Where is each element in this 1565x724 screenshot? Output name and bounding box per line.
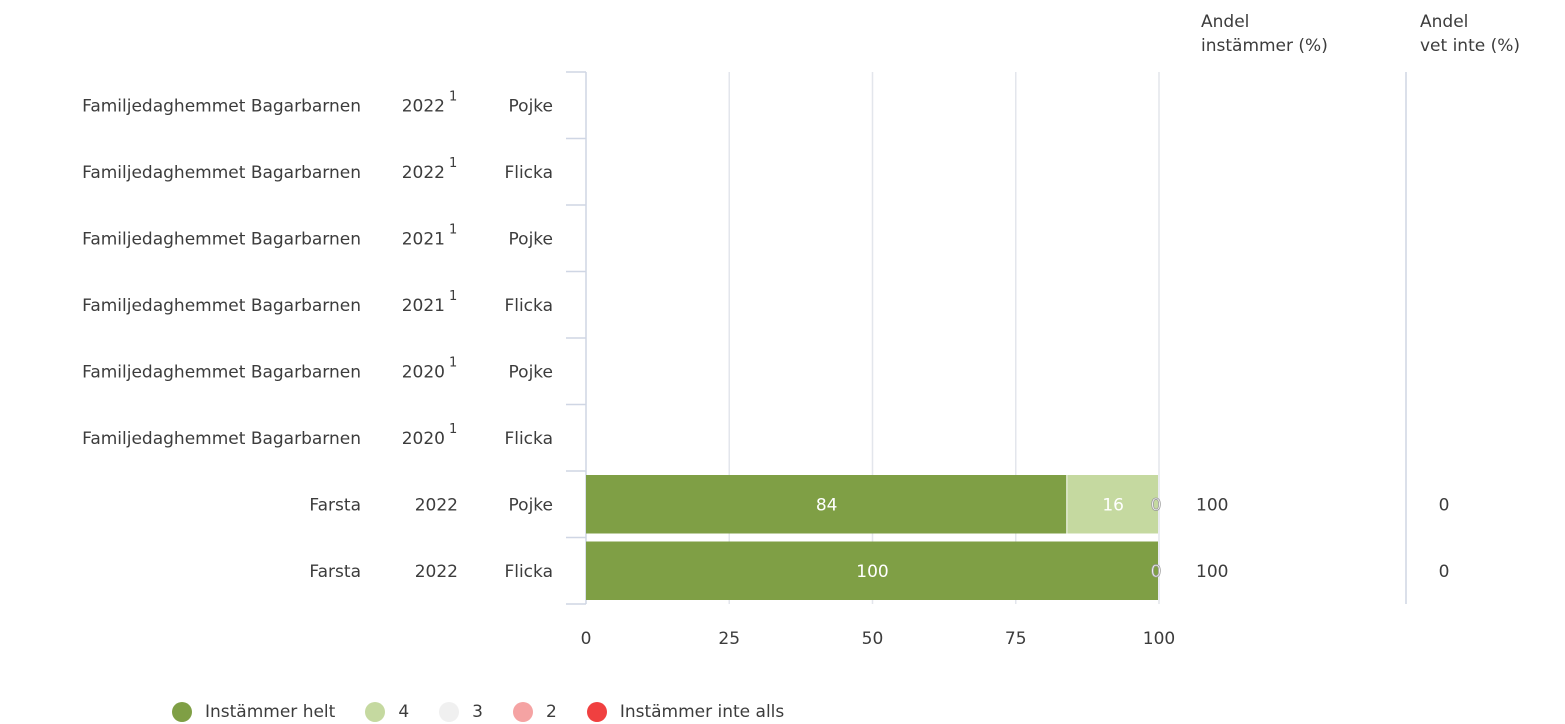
row-label-year: 2022 [402,163,445,183]
bar-zero-label: 0 [1151,562,1162,582]
row-label-gender: Pojke [509,229,553,249]
legend-item-4[interactable]: 4 [365,702,409,722]
share-agree-value: 100 [1196,562,1228,582]
legend-item-instammer-helt[interactable]: Instämmer helt [172,702,335,722]
row-label-footnote: 1 [449,156,457,171]
header-share-agree-line2: instämmer (%) [1201,36,1328,56]
row-label-year: 2020 [402,429,445,449]
x-tick-label-50: 50 [862,629,884,649]
bar-segment-0 [586,541,1158,600]
row-label-unit: Familjedaghemmet Bagarbarnen [82,362,361,382]
legend: Instämmer helt 4 3 2 Instämmer inte alls [172,700,814,724]
row-label-year: 2022 [402,96,445,116]
row-label-gender: Flicka [504,163,553,183]
legend-label-instammer-inte-alls: Instämmer inte alls [619,702,785,722]
row-label-gender: Pojke [509,96,553,116]
row-label-footnote: 1 [449,222,457,237]
row-label-gender: Pojke [509,362,553,382]
bar-segment-0 [586,475,1067,534]
legend-item-2[interactable]: 2 [512,702,557,722]
row-label-unit: Familjedaghemmet Bagarbarnen [82,96,361,116]
row-label-year: 2022 [415,495,458,515]
legend-item-3[interactable]: 3 [439,702,483,722]
x-tick-label-0: 0 [581,629,592,649]
legend-item-instammer-inte-alls[interactable]: Instämmer inte alls [586,702,785,722]
header-share-dont-know-line1: Andel [1420,12,1469,32]
row-label-gender: Flicka [504,296,553,316]
header-share-dont-know-line2: vet inte (%) [1420,36,1521,56]
legend-label-2: 2 [545,702,557,722]
row-label-year: 2021 [402,296,445,316]
legend-swatch-4 [365,702,386,722]
row-label-gender: Pojke [509,495,553,515]
row-label-footnote: 1 [449,89,457,104]
bar-value-label: 16 [1102,495,1124,515]
bar-segment-1 [1067,475,1158,534]
row-label-year: 2021 [402,229,445,249]
x-tick-label-75: 75 [1005,629,1027,649]
row-label-year: 2020 [402,362,445,382]
legend-label-3: 3 [472,702,483,722]
header-share-agree-line1: Andel [1201,12,1250,32]
row-label-footnote: 1 [449,355,457,370]
share-dont-know-value: 0 [1439,562,1450,582]
row-label-unit: Familjedaghemmet Bagarbarnen [82,429,361,449]
legend-label-instammer-helt: Instämmer helt [205,702,336,722]
row-label-footnote: 1 [449,422,457,437]
row-label-unit: Familjedaghemmet Bagarbarnen [82,163,361,183]
bar-value-label: 100 [856,562,888,582]
header-share-agree: Andel instämmer (%) [1201,10,1328,58]
row-label-year: 2022 [415,562,458,582]
legend-swatch-instammer-inte-alls [586,702,607,722]
bar-value-label: 84 [816,495,838,515]
legend-swatch-2 [512,702,533,722]
share-agree-value: 100 [1196,495,1228,515]
row-label-unit: Familjedaghemmet Bagarbarnen [82,229,361,249]
legend-label-4: 4 [398,702,410,722]
bar-zero-label: 0 [1151,495,1162,515]
row-label-gender: Flicka [504,562,553,582]
row-label-unit: Farsta [309,562,361,582]
row-label-unit: Farsta [309,495,361,515]
x-tick-label-25: 25 [718,629,740,649]
share-dont-know-value: 0 [1439,495,1450,515]
legend-swatch-instammer-helt [172,702,192,722]
row-label-gender: Flicka [504,429,553,449]
row-label-footnote: 1 [449,289,457,304]
legend-swatch-3 [439,702,460,722]
x-tick-label-100: 100 [1143,629,1175,649]
header-share-dont-know: Andel vet inte (%) [1420,10,1520,58]
row-label-unit: Familjedaghemmet Bagarbarnen [82,296,361,316]
